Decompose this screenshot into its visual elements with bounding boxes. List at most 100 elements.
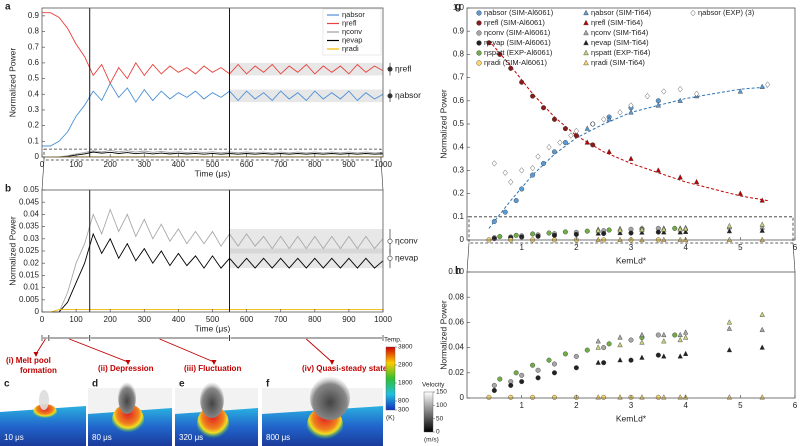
triangle-point [583, 29, 589, 36]
phase-arrowhead [329, 360, 335, 365]
triangle-point [606, 148, 612, 154]
triangle-point [617, 236, 623, 242]
circle-point [535, 233, 541, 239]
circle-point [508, 65, 514, 71]
circle-point [513, 232, 519, 238]
diamond-point [573, 127, 579, 135]
triangle-point [583, 59, 589, 66]
diamond-point [617, 109, 623, 116]
y-tick-label: 0 [35, 152, 40, 161]
image-e [175, 382, 258, 446]
legend-label: ηevap (SIM-Ti64) [591, 38, 649, 47]
circle-point [546, 357, 552, 363]
circle-point [546, 230, 552, 236]
y-tick-label: 0.2 [28, 121, 40, 130]
circle-point [535, 375, 541, 381]
circle-point [486, 40, 492, 46]
mean-marker [387, 93, 393, 99]
diamond-point [601, 116, 607, 123]
mean-marker [387, 255, 393, 261]
x-tick-label: 6 [793, 401, 798, 410]
y-tick-label: 0.05 [23, 185, 39, 194]
y-tick-label: 0.045 [19, 197, 40, 206]
colorbar [423, 391, 434, 433]
triangle-point [595, 338, 601, 344]
x-axis-label: Time (μs) [195, 168, 231, 178]
legend-label: ηradi (SIM-Ti64) [591, 58, 645, 67]
triangle-point [583, 9, 589, 16]
phase-arrow [159, 338, 215, 363]
triangle-point [617, 229, 623, 236]
colorbar-tick-label: 1800 [398, 380, 413, 387]
x-tick-label: 3 [629, 243, 634, 252]
colorbar-tick-label: 800 [398, 398, 409, 405]
triangle-point [677, 331, 683, 338]
triangle-point [584, 125, 590, 131]
plot-frame [466, 271, 796, 399]
phase-arrowhead [211, 360, 217, 365]
diamond-point [519, 167, 525, 174]
x-tick-label: 600 [240, 160, 254, 169]
circle-point [551, 149, 557, 155]
circle-point [655, 394, 661, 400]
legend-label: ηrefl (SIM-Al6061) [484, 18, 545, 27]
y-tick-label: 0.04 [23, 210, 39, 219]
zoom-connector [466, 242, 470, 273]
legend-label: ηevap [342, 35, 362, 44]
diamond-point [690, 9, 696, 17]
x-tick-label: 200 [104, 315, 118, 324]
circle-point [508, 394, 514, 400]
diamond-point [628, 102, 634, 109]
x-tick-label: 900 [342, 315, 356, 324]
phase-label: (iii) Fluctuation [184, 364, 241, 373]
triangle-point [661, 338, 667, 344]
diamond-point [661, 88, 667, 95]
y-tick-label: 0.5 [28, 74, 40, 83]
x-tick-label: 2 [574, 243, 579, 252]
circle-point [601, 360, 607, 366]
circle-point [530, 172, 536, 178]
y-tick-label: 0.5 [453, 119, 465, 128]
y-tick-label: 0.06 [448, 318, 464, 327]
x-tick-label: 3 [629, 401, 634, 410]
x-tick-label: 300 [138, 160, 152, 169]
diamond-point [530, 164, 536, 172]
std-band [229, 62, 383, 76]
mean-marker [387, 66, 393, 72]
legend-label: ηconv (SIM-Ti64) [591, 28, 649, 37]
triangle-point [595, 236, 601, 242]
x-axis-label: KemLd* [616, 255, 647, 265]
circle-point [551, 394, 557, 400]
y-tick-label: 0.6 [28, 58, 40, 67]
circle-point [502, 209, 508, 215]
legend-label: ηconv [342, 27, 362, 36]
x-axis-label: KemLd* [616, 413, 647, 423]
triangle-point [595, 227, 601, 233]
circle-point [601, 345, 607, 351]
triangle-point [677, 336, 683, 343]
circle-point [584, 228, 590, 234]
triangle-point [639, 331, 645, 338]
image-c [0, 390, 86, 446]
triangle-point [737, 190, 743, 196]
circle-point [590, 142, 596, 148]
triangle-point [677, 394, 683, 400]
circle-point [601, 231, 607, 237]
circle-point [519, 379, 525, 385]
x-tick-label: 5 [738, 401, 743, 410]
circle-point [573, 353, 579, 359]
triangle-point [617, 341, 623, 348]
circle-point [535, 367, 541, 373]
phase-arrow [69, 338, 129, 363]
y-tick-label: 0.3 [28, 105, 40, 114]
legend-label: ηspatt (EXP-Al6061) [484, 48, 553, 57]
phase-label: formation [20, 366, 57, 375]
y-tick-label: 0.8 [453, 50, 465, 59]
legend-label: ηrefl (SIM-Ti64) [591, 18, 643, 27]
triangle-point [677, 236, 683, 242]
circle-point [628, 337, 634, 343]
diamond-point [568, 132, 574, 139]
colorbar-tick-label: 2800 [398, 362, 413, 369]
y-tick-label: 0 [460, 235, 465, 244]
